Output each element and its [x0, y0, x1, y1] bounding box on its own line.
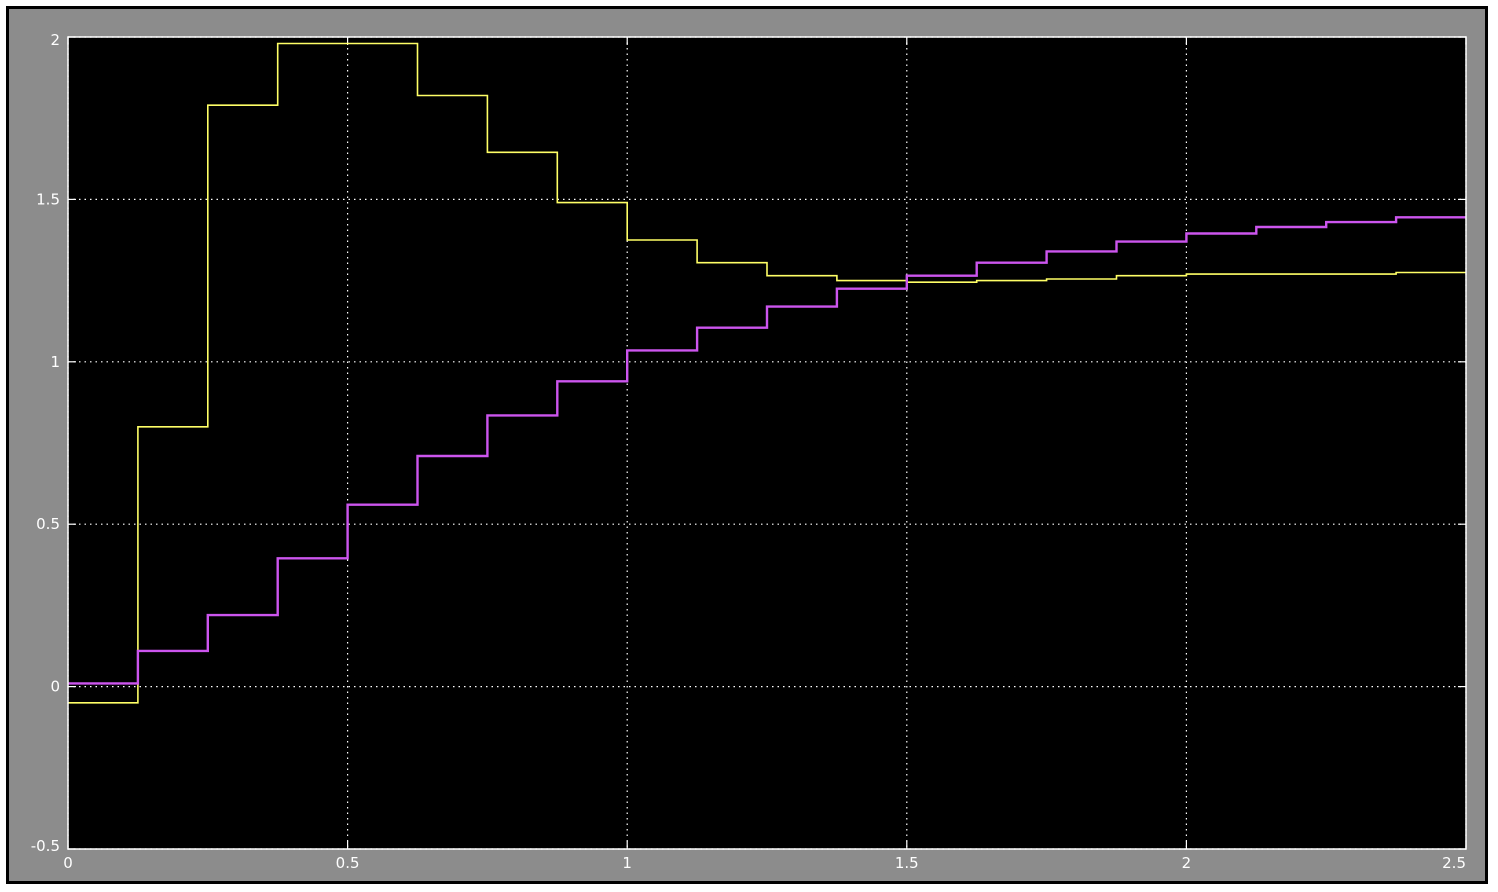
x-tick-label: 2.5	[1442, 854, 1466, 872]
y-tick-label: 0.5	[36, 515, 60, 533]
series-layer	[68, 42, 1466, 704]
x-tick-label: 1	[622, 854, 632, 872]
y-tick-label: 1	[50, 353, 60, 371]
y-tick-label: -0.5	[31, 837, 60, 855]
y-tick-label: 0	[50, 678, 60, 696]
x-tick-label: 0	[63, 854, 73, 872]
series-line-1	[68, 42, 1466, 704]
y-axis-ticks: -0.5 0 0.5 1 1.5 2	[31, 31, 60, 855]
y-tick-label: 2	[50, 31, 60, 49]
plot-area	[68, 37, 1466, 849]
x-tick-label: 0.5	[336, 854, 360, 872]
y-tick-label: 1.5	[36, 190, 60, 208]
x-axis-ticks: 0 0.5 1 1.5 2 2.5	[63, 854, 1466, 872]
x-tick-label: 2	[1182, 854, 1192, 872]
plot-border	[67, 36, 1467, 850]
series-line-2	[68, 216, 1466, 685]
x-tick-label: 1.5	[895, 854, 919, 872]
